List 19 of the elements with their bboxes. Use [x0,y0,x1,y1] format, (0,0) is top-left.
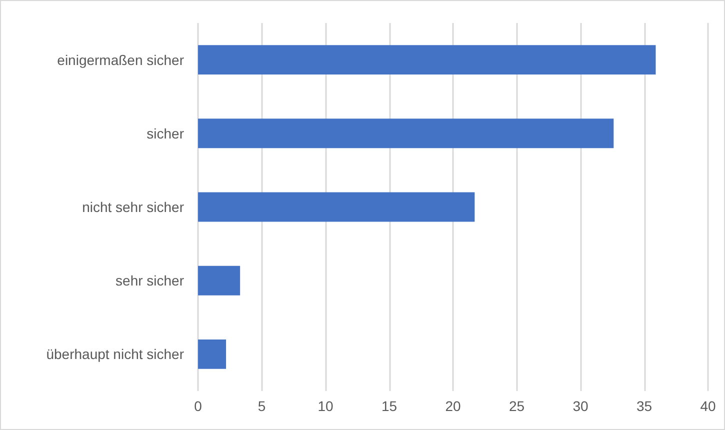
x-tick-label: 40 [700,398,716,414]
y-tick-label: einigermaßen sicher [57,52,184,68]
bar [198,45,656,75]
bar [198,118,614,148]
y-tick-label: nicht sehr sicher [82,199,184,215]
x-tick-label: 5 [258,398,266,414]
x-tick-label: 25 [508,398,525,414]
bar [198,192,475,222]
x-tick-label: 0 [194,398,202,414]
bar [198,266,240,296]
y-tick-label: überhaupt nicht sicher [46,346,184,362]
x-tick-label: 35 [636,398,652,414]
x-tick-label: 30 [572,398,588,414]
y-tick-label: sehr sicher [116,272,184,289]
x-tick-label: 20 [445,398,461,414]
y-tick-label: sicher [146,125,184,142]
x-tick-label: 15 [381,398,398,414]
bar [198,339,226,369]
x-tick-label: 10 [318,398,334,414]
